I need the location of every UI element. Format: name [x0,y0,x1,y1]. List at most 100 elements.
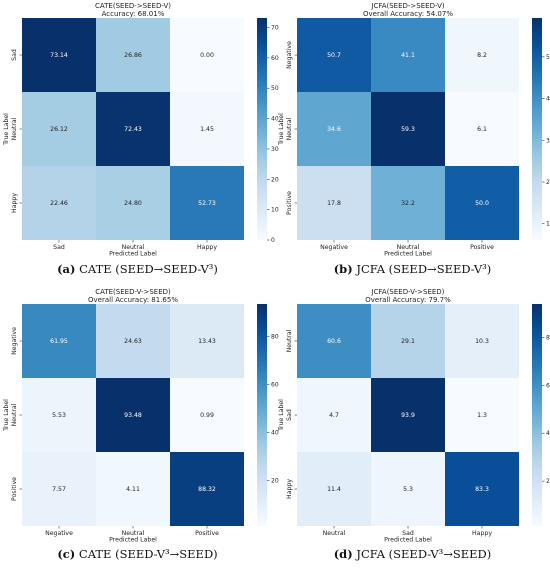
colorbar-tick-label: 50 [271,85,279,92]
heatmap-cell [297,18,371,92]
heatmap-cell [96,92,170,166]
y-tick-label: Positive [11,477,18,501]
y-tick-label: Sad [286,409,293,421]
heatmap-cell [445,166,519,240]
x-tick-label: Negative [45,530,73,537]
y-tick-label: Happy [286,479,293,499]
chart-title: JCFA(SEED->SEED-V) [370,2,445,10]
heatmap-cell [371,378,445,452]
y-axis-label: True Label [278,113,285,146]
cell-value-label: 83.3 [475,486,489,493]
x-tick-label: Neutral [122,530,145,537]
caption-letter: (a) [57,262,76,276]
colorbar-tick-label: 40 [271,429,279,436]
y-tick-label: Negative [11,327,18,355]
cell-value-label: 50.0 [475,200,489,207]
y-tick-label: Happy [11,193,18,213]
cell-value-label: 4.7 [329,412,339,419]
chart-title: JCFA(SEED-V->SEED) [371,288,445,296]
cell-value-label: 0.99 [200,412,214,419]
cell-value-label: 11.4 [327,486,341,493]
x-axis-label: Predicted Label [109,537,157,544]
chart-subtitle: Accuracy: 68.01% [102,10,165,18]
heatmap-panel-c: CATE(SEED-V->SEED)Overall Accuracy: 81.6… [3,288,279,544]
heatmap-panel-a: CATE(SEED->SEED-V)Accuracy: 68.01% 73.14 2… [3,2,279,258]
heatmap-panel-d: JCFA(SEED-V->SEED)Overall Accuracy: 79.7… [278,288,550,544]
caption-c: (c) CATE (SEED-V³→SEED) [0,547,275,561]
colorbar-tick-label: 0 [271,237,275,244]
x-tick-label: Positive [470,244,494,251]
heatmap-cell [22,18,96,92]
cell-value-label: 5.3 [403,486,413,493]
colorbar-tick-label: 20 [546,179,550,186]
colorbar-tick-label: 80 [271,333,279,340]
caption-d: (d) JCFA (SEED-V³→SEED) [275,547,550,561]
chart-subtitle: Overall Accuracy: 79.7% [365,296,451,304]
cell-value-label: 32.2 [401,200,415,207]
heatmap-cell [22,92,96,166]
cell-value-label: 22.46 [50,200,68,207]
colorbar-tick-label: 60 [271,381,279,388]
colorbar-tick-label: 60 [546,382,550,389]
x-tick-label: Neutral [122,244,145,251]
x-tick-label: Sad [53,244,65,251]
cell-value-label: 1.45 [200,126,214,133]
heatmap-cell [371,452,445,526]
heatmap-cell [170,452,244,526]
heatmap-cell [445,92,519,166]
cell-value-label: 29.1 [401,338,415,345]
heatmap-cell [96,304,170,378]
cell-value-label: 7.57 [52,486,66,493]
colorbar-tick-label: 20 [271,176,279,183]
cell-value-label: 17.8 [327,200,341,207]
y-tick-label: Sad [11,49,18,61]
cell-value-label: 13.43 [198,338,216,345]
y-tick-label: Neutral [11,403,18,426]
caption-letter: (c) [57,547,76,561]
heatmap-cell [170,18,244,92]
caption-text: JCFA (SEED-V³→SEED) [356,547,492,561]
heatmap-cell [96,18,170,92]
heatmap-cell [297,378,371,452]
y-axis-label: True Label [278,399,285,432]
cell-value-label: 52.73 [198,200,216,207]
colorbar-tick-label: 30 [546,137,550,144]
cell-value-label: 61.95 [50,338,68,345]
heatmap-cell [297,452,371,526]
heatmap-cell [297,166,371,240]
y-axis-label: True Label [3,113,10,146]
cell-value-label: 41.1 [401,52,415,59]
cell-value-label: 60.6 [327,338,341,345]
caption-text: CATE (SEED→SEED-V³) [79,262,218,276]
heatmap-cell [371,18,445,92]
cell-value-label: 26.12 [50,126,68,133]
x-axis-label: Predicted Label [109,251,157,258]
x-tick-label: Positive [195,530,219,537]
y-tick-label: Neutral [286,117,293,140]
cell-value-label: 59.3 [401,126,415,133]
x-tick-label: Neutral [397,244,420,251]
caption-letter: (b) [333,262,353,276]
caption-a: (a) CATE (SEED→SEED-V³) [0,262,275,276]
heatmap-cell [22,304,96,378]
heatmap-cell [170,92,244,166]
heatmap-cell [371,304,445,378]
chart-title: CATE(SEED->SEED-V) [95,2,171,10]
cell-value-label: 26.86 [124,52,142,59]
colorbar [257,18,267,240]
caption-letter: (d) [333,547,353,561]
colorbar-tick-label: 10 [546,221,550,228]
cell-value-label: 24.80 [124,200,142,207]
cell-value-label: 4.11 [126,486,140,493]
colorbar-tick-label: 70 [271,25,279,32]
colorbar-tick-label: 80 [546,334,550,341]
cell-value-label: 73.14 [50,52,68,59]
y-tick-label: Positive [286,191,293,215]
heatmap-cell [96,452,170,526]
heatmap-cell [22,378,96,452]
cell-value-label: 1.3 [477,412,487,419]
heatmap-cell [22,166,96,240]
colorbar-tick-label: 20 [546,478,550,485]
